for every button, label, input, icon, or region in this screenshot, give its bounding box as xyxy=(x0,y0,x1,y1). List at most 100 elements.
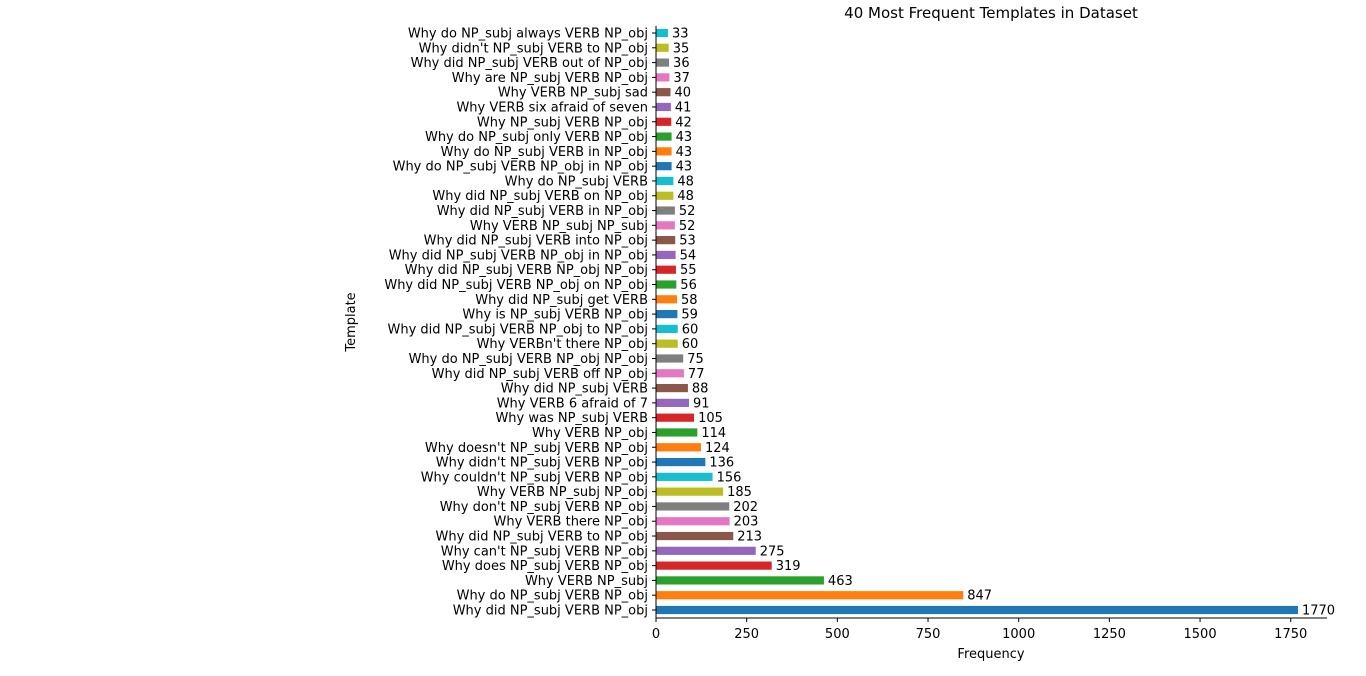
bar xyxy=(656,576,824,585)
bar-value-label: 56 xyxy=(680,278,697,293)
bar xyxy=(656,457,706,467)
bar xyxy=(656,517,730,526)
y-tick-label: Why does NP_subj VERB NP_obj xyxy=(442,559,648,574)
bar-value-label: 463 xyxy=(828,574,853,589)
bar-value-label: 55 xyxy=(680,263,697,278)
bar xyxy=(656,117,672,126)
y-tick-label: Why VERB 6 afraid of 7 xyxy=(497,396,648,411)
bar xyxy=(656,354,684,363)
bar xyxy=(656,176,674,186)
y-tick-label: Why NP_subj VERB NP_obj xyxy=(477,115,648,130)
bar xyxy=(656,191,674,200)
bar-value-label: 33 xyxy=(672,27,689,42)
bar-value-label: 43 xyxy=(676,145,693,160)
bar xyxy=(656,324,678,333)
bar-value-label: 48 xyxy=(677,174,694,189)
y-tick-label: Why was NP_subj VERB xyxy=(495,411,648,426)
bar-value-label: 91 xyxy=(693,396,710,411)
x-tick-label: 1500 xyxy=(1184,627,1217,642)
bar xyxy=(656,102,671,112)
y-tick-label: Why is NP_subj VERB NP_obj xyxy=(462,308,648,323)
bar xyxy=(656,265,676,274)
y-tick-label: Why do NP_subj VERB NP_obj xyxy=(457,589,648,604)
bar-value-label: 48 xyxy=(677,189,694,204)
bar xyxy=(656,162,672,171)
y-tick-label: Why do NP_subj always VERB NP_obj xyxy=(408,27,648,42)
bar-value-label: 319 xyxy=(776,559,801,574)
bar-value-label: 43 xyxy=(676,130,693,145)
bar-value-label: 43 xyxy=(676,160,693,175)
bar-value-label: 54 xyxy=(680,248,697,263)
bar-value-label: 847 xyxy=(967,589,992,604)
y-tick-label: Why don't NP_subj VERB NP_obj xyxy=(440,500,648,515)
y-tick-label: Why did NP_subj VERB NP_obj to NP_obj xyxy=(387,322,648,337)
bar xyxy=(656,250,676,260)
bar xyxy=(656,369,684,378)
y-tick-label: Why VERB there NP_obj xyxy=(493,515,648,530)
y-tick-label: Why did NP_subj VERB out of NP_obj xyxy=(411,56,648,71)
bar xyxy=(656,502,730,511)
bar xyxy=(656,487,724,496)
y-tick-label: Why did NP_subj get VERB xyxy=(475,293,648,308)
bar xyxy=(656,206,675,215)
bar xyxy=(656,339,678,348)
y-tick-label: Why VERB NP_subj xyxy=(525,574,648,589)
bar-value-label: 124 xyxy=(705,441,730,456)
y-tick-label: Why VERB NP_subj NP_subj xyxy=(470,219,648,234)
bar xyxy=(656,428,698,437)
bar-value-label: 202 xyxy=(733,500,758,515)
bar-value-label: 52 xyxy=(679,204,696,219)
bar xyxy=(656,531,734,541)
y-tick-label: Why doesn't NP_subj VERB NP_obj xyxy=(425,441,648,456)
bar-value-label: 77 xyxy=(688,367,705,382)
bar-value-label: 58 xyxy=(681,293,698,308)
bar-value-label: 213 xyxy=(737,530,762,545)
bar xyxy=(656,546,756,555)
bar-value-label: 52 xyxy=(679,219,696,234)
y-tick-label: Why can't NP_subj VERB NP_obj xyxy=(441,544,648,559)
bar-value-label: 59 xyxy=(681,308,698,323)
y-axis-label: Template xyxy=(344,292,359,352)
y-tick-label: Why VERB NP_obj xyxy=(532,426,648,441)
bar-value-label: 88 xyxy=(692,382,709,397)
y-tick-label: Why did NP_subj VERB NP_obj xyxy=(453,604,648,619)
y-tick-label: Why do NP_subj VERB NP_obj in NP_obj xyxy=(393,160,648,175)
bar xyxy=(656,132,672,141)
x-tick-label: 0 xyxy=(652,627,660,642)
x-tick-label: 1000 xyxy=(1002,627,1035,642)
bar-value-label: 41 xyxy=(675,100,692,115)
x-axis-ticks: 0 250 500 750 1000 1250 1500 1750 xyxy=(652,618,1307,642)
bar-value-label: 136 xyxy=(709,456,734,471)
y-tick-label: Why did NP_subj VERB into NP_obj xyxy=(424,234,648,249)
y-tick-label: Why do NP_subj only VERB NP_obj xyxy=(425,130,648,145)
bar-value-label: 275 xyxy=(760,544,785,559)
x-tick-label: 1250 xyxy=(1093,627,1126,642)
x-tick-label: 750 xyxy=(916,627,941,642)
bar-value-label: 42 xyxy=(675,115,692,130)
y-tick-label: Why did NP_subj VERB xyxy=(501,382,648,397)
bar-value-label: 1770 xyxy=(1302,604,1335,619)
bar-value-label: 37 xyxy=(673,71,690,86)
x-axis-label: Frequency xyxy=(957,647,1024,662)
y-tick-label: Why did NP_subj VERB in NP_obj xyxy=(437,204,648,219)
bar xyxy=(656,310,678,319)
bar xyxy=(656,73,670,82)
bar xyxy=(656,591,964,600)
y-tick-label: Why VERB six afraid of seven xyxy=(456,100,648,115)
y-tick-label: Why did NP_subj VERB on NP_obj xyxy=(432,189,648,204)
bar-value-label: 40 xyxy=(675,86,692,101)
y-tick-label: Why VERB NP_subj NP_obj xyxy=(477,485,648,500)
bar-value-label: 75 xyxy=(687,352,704,367)
bar-value-label: 185 xyxy=(727,485,752,500)
y-tick-label: Why do NP_subj VERB NP_obj NP_obj xyxy=(409,352,648,367)
chart-title: 40 Most Frequent Templates in Dataset xyxy=(844,4,1138,22)
bar xyxy=(656,43,669,52)
bar xyxy=(656,472,713,481)
y-tick-label: Why did NP_subj VERB to NP_obj xyxy=(436,530,649,545)
bar xyxy=(656,88,671,97)
y-tick-label: Why VERB NP_subj sad xyxy=(498,86,648,101)
bar xyxy=(656,383,688,393)
